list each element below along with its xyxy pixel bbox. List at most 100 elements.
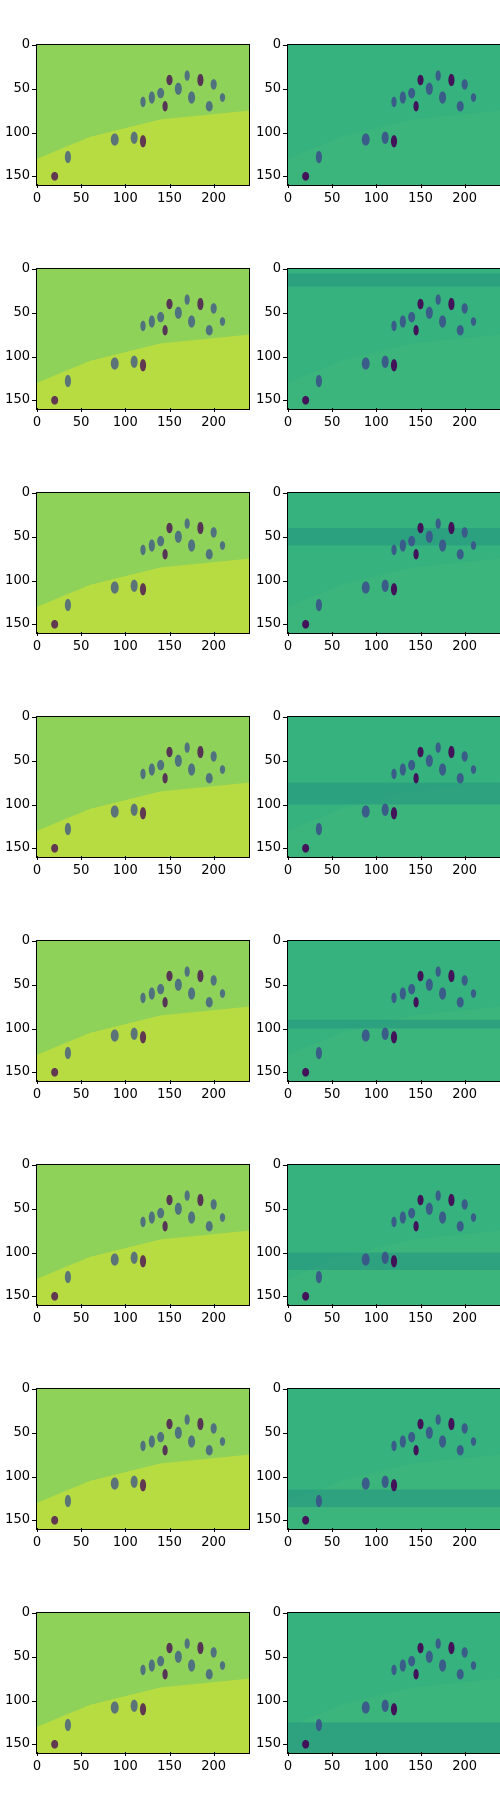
y-tick [283,1252,287,1254]
x-tick-label: 100 [363,1087,389,1102]
x-tick [288,1080,289,1084]
person-blob [413,1221,419,1232]
person-blob [315,150,323,164]
person-blob [470,1661,477,1670]
person-blob [130,131,138,144]
person-blob [448,73,455,87]
x-tick-label: 100 [112,1759,138,1774]
person-blob [51,1291,59,1301]
person-blob [302,843,310,853]
y-tick-label: 150 [5,1736,30,1752]
person-blob [157,1431,165,1443]
y-tick [283,176,287,178]
y-tick-label: 0 [272,37,281,52]
person-blob [174,530,182,543]
person-blob [110,1253,119,1266]
y-tick-label: 150 [256,392,281,408]
person-blob [140,1664,146,1676]
person-blob [197,521,204,535]
person-blob [417,746,424,758]
axes-frame [36,1612,250,1754]
person-blob [425,1426,433,1439]
masked-band [288,528,500,546]
person-blob [157,1207,165,1219]
person-blob [456,997,464,1008]
person-blob [381,803,389,816]
person-blob [130,355,138,368]
x-tick [169,1752,171,1756]
x-tick [81,1080,83,1084]
axes-frame [36,1164,250,1306]
person-blob [140,96,146,108]
person-blob [64,150,72,164]
x-tick-label: 150 [408,1087,433,1102]
reconstruction-image [37,45,249,185]
frame-image [288,941,500,1081]
person-blob [417,1418,424,1430]
person-blob [188,1211,196,1224]
y-tick [283,269,287,270]
y-tick [32,941,36,942]
y-tick [283,1028,287,1030]
x-tick-label: 100 [363,191,389,206]
person-blob [157,983,165,995]
x-tick [376,184,378,188]
ground-region [37,1230,249,1305]
person-blob [390,1255,398,1268]
x-tick-label: 200 [452,863,478,878]
person-blob [188,315,196,328]
person-blob [188,91,196,104]
y-tick [32,536,36,538]
person-blob [51,395,59,405]
person-blob [399,763,406,776]
x-tick-label: 200 [452,1087,478,1102]
x-tick [125,1304,127,1308]
person-blob [197,1641,204,1655]
axes-frame [287,44,500,186]
person-blob [413,1445,419,1456]
person-blob [391,992,397,1004]
y-tick [32,1656,36,1658]
frame-image [288,1165,500,1305]
person-blob [139,359,147,372]
y-tick-label: 0 [21,37,30,52]
x-tick [169,184,171,188]
y-tick [32,984,36,986]
x-tick-label: 200 [201,191,227,206]
axes-frame [36,1388,250,1530]
x-tick [37,184,38,188]
person-blob [456,101,464,112]
person-blob [413,773,419,784]
x-tick [37,1080,38,1084]
person-blob [162,1221,168,1232]
x-tick [332,184,334,188]
x-tick [169,408,171,412]
x-tick-label: 50 [323,863,341,878]
person-blob [470,989,477,998]
y-tick-label: 150 [256,840,281,856]
person-blob [51,843,59,853]
x-tick-label: 200 [452,639,478,654]
person-blob [381,1699,389,1712]
x-tick-label: 200 [452,1311,478,1326]
person-blob [461,1199,468,1210]
person-blob [439,91,447,104]
person-blob [302,395,310,405]
person-blob [205,101,213,112]
person-blob [51,1515,59,1525]
person-blob [188,1435,196,1448]
person-blob [461,527,468,538]
ground-region [37,334,249,409]
person-blob [197,297,204,311]
person-blob [130,803,138,816]
y-tick [32,1613,36,1614]
reconstruction-image [37,1165,249,1305]
x-tick [420,184,422,188]
x-tick-label: 100 [112,863,138,878]
y-tick-label: 0 [21,261,30,276]
x-tick [37,856,38,860]
y-tick-label: 0 [272,261,281,276]
y-tick [32,269,36,270]
x-tick [213,1752,215,1756]
